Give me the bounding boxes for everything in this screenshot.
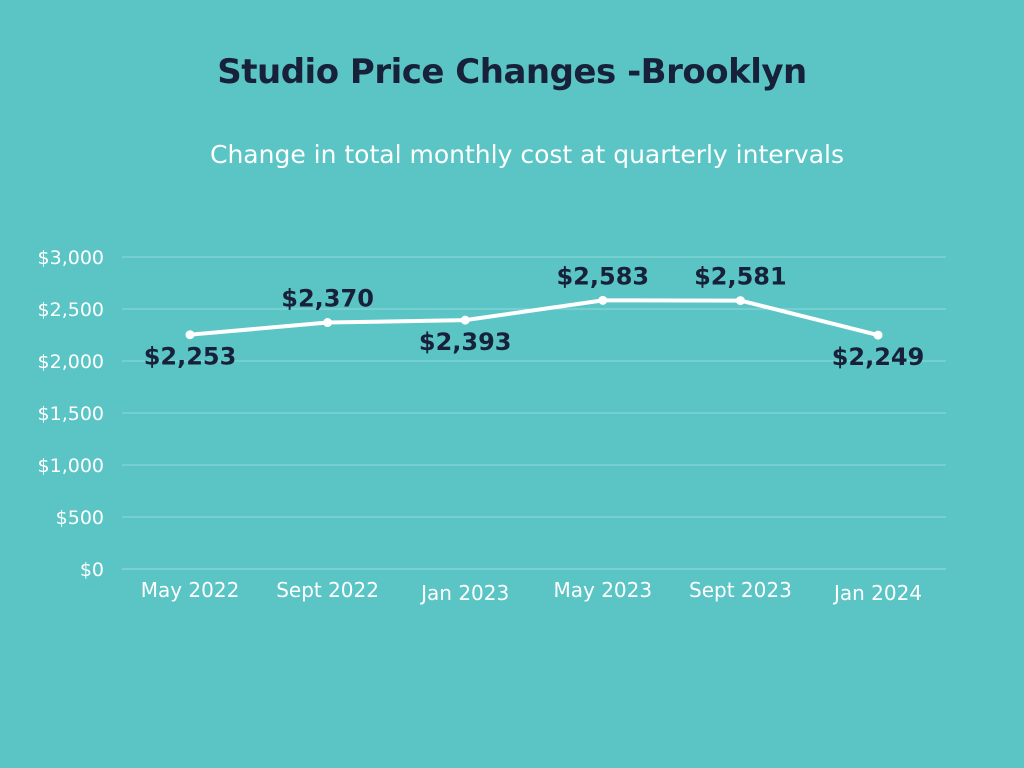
chart-title: Studio Price Changes -Brooklyn xyxy=(217,52,807,92)
y-tick-label: $1,000 xyxy=(38,455,104,477)
data-label: $2,253 xyxy=(144,343,237,371)
x-axis-tick-labels: May 2022 Sept 2022 Jan 2023 May 2023 Sept 20… xyxy=(141,578,922,605)
y-tick-label: $1,500 xyxy=(38,403,104,425)
gridlines xyxy=(122,256,946,570)
chart-subtitle: Change in total monthly cost at quarterl… xyxy=(209,140,845,169)
data-label: $2,583 xyxy=(556,262,649,290)
x-tick-label: Sept 2022 xyxy=(276,578,379,602)
data-point xyxy=(873,330,883,340)
x-tick-label: Jan 2024 xyxy=(832,581,922,605)
y-tick-label: $500 xyxy=(56,507,104,529)
series-line xyxy=(188,298,880,338)
data-point xyxy=(598,295,608,305)
y-tick-label: $3,000 xyxy=(38,247,104,269)
x-tick-label: Sept 2023 xyxy=(689,578,792,602)
data-point xyxy=(460,315,470,325)
series-line-group xyxy=(188,298,880,338)
y-tick-label: $2,500 xyxy=(38,299,104,321)
data-point xyxy=(185,330,195,340)
x-tick-label: Jan 2023 xyxy=(419,581,509,605)
data-label: $2,249 xyxy=(832,343,925,371)
x-tick-label: May 2022 xyxy=(141,578,240,602)
data-point xyxy=(323,318,333,328)
y-tick-label: $2,000 xyxy=(38,351,104,373)
data-point xyxy=(735,296,745,306)
y-tick-label: $0 xyxy=(80,559,104,581)
data-label: $2,581 xyxy=(694,263,787,291)
data-labels: $2,253 $2,370 $2,393 $2,583 $2,581 $2,249 xyxy=(144,262,925,371)
data-label: $2,393 xyxy=(419,328,512,356)
data-label: $2,370 xyxy=(281,285,374,313)
data-points xyxy=(185,295,883,340)
x-tick-label: May 2023 xyxy=(553,578,652,602)
y-axis-tick-labels: $0 $500 $1,000 $1,500 $2,000 $2,500 $3,000 xyxy=(38,247,104,581)
